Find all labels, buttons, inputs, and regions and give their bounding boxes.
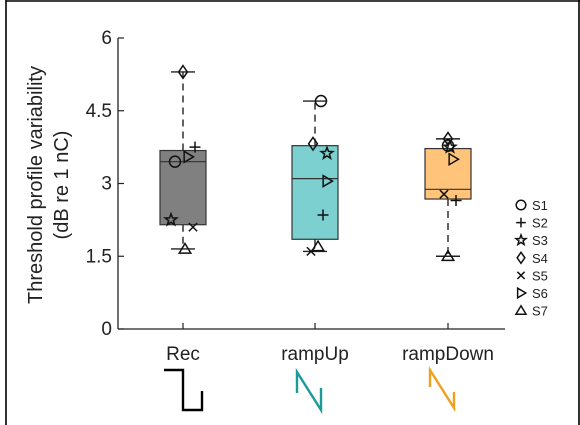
data-point-s3 — [442, 138, 458, 154]
data-point-s5 — [188, 222, 198, 232]
rectangular-pulse-icon — [164, 368, 204, 412]
legend-label-s6: S6 — [532, 286, 548, 301]
data-point-s7-shape — [310, 239, 326, 252]
data-point-s3-shape — [163, 211, 179, 227]
data-point-s2-shape — [450, 194, 462, 206]
legend-label-s4: S4 — [532, 251, 548, 266]
data-point-s3 — [163, 211, 179, 227]
data-point-s7 — [310, 239, 326, 252]
y-tick-label: 6 — [101, 28, 112, 49]
x-tick-label: rampDown — [402, 344, 494, 365]
y-axis-label: Threshold profile variability — [25, 66, 47, 304]
legend-marker-s6 — [516, 286, 528, 300]
data-point-s5-shape — [188, 222, 198, 232]
legend-marker-s4 — [516, 250, 526, 265]
y-tick-label: 0 — [101, 319, 112, 340]
legend-marker-s1 — [515, 199, 527, 211]
data-point-s2-shape — [189, 141, 201, 153]
interquartile-box — [291, 145, 339, 240]
legend-label-s1: S1 — [532, 198, 548, 213]
data-point-s3-shape — [319, 145, 335, 161]
legend-marker-s3 — [513, 232, 529, 247]
legend-marker-s1-shape — [515, 199, 527, 211]
ramp-down-pulse-icon — [428, 365, 456, 413]
data-point-s6 — [322, 174, 334, 188]
legend: S1 S2 S3 S4 S5 S6 S7 — [513, 198, 548, 319]
legend-marker-s5-shape — [516, 271, 526, 280]
data-point-s2-shape — [317, 209, 329, 221]
data-point-s1 — [314, 94, 328, 108]
x-tick-label: Rec — [166, 344, 200, 365]
legend-marker-s7-shape — [514, 304, 528, 315]
data-point-s4-shape — [442, 131, 454, 147]
y-tick-label: 1.5 — [86, 246, 112, 267]
data-point-s7-shape — [440, 249, 456, 262]
data-point-s7-shape — [177, 242, 193, 254]
legend-marker-s2 — [516, 217, 526, 228]
legend-label-s2: S2 — [532, 216, 548, 231]
legend-marker-s7 — [514, 304, 528, 315]
legend-marker-s3-shape — [513, 232, 529, 247]
box-rampUp — [291, 100, 339, 253]
x-tick-label: rampUp — [281, 344, 349, 365]
data-point-s6-shape — [322, 174, 334, 188]
data-point-s3 — [319, 145, 335, 161]
data-point-s6 — [448, 152, 460, 167]
legend-marker-s6-shape — [516, 286, 528, 300]
data-point-s6-shape — [448, 152, 460, 167]
data-point-s4-shape — [177, 64, 189, 80]
data-point-s3-shape — [442, 138, 458, 154]
data-point-s1-shape — [168, 155, 182, 168]
data-point-s4 — [307, 136, 319, 152]
y-tick-label: 4.5 — [86, 101, 112, 122]
box-Rec — [159, 71, 207, 250]
data-point-s7 — [177, 242, 193, 254]
legend-label-s7: S7 — [532, 304, 548, 319]
y-axis-label-units: (dB re 1 nC) — [51, 131, 73, 240]
ramp-up-pulse-icon — [295, 367, 323, 415]
waveform-icons — [164, 365, 456, 415]
data-point-s4 — [177, 64, 189, 80]
legend-label-s3: S3 — [532, 233, 548, 248]
data-point-s1 — [168, 155, 182, 168]
data-point-s4-shape — [307, 136, 319, 152]
data-point-s6 — [183, 150, 195, 164]
data-point-s4 — [442, 131, 454, 147]
legend-marker-s4-shape — [516, 250, 526, 265]
data-point-s6-shape — [183, 150, 195, 164]
legend-label-s5: S5 — [532, 268, 548, 283]
data-point-s2 — [189, 141, 201, 153]
data-point-s5-shape — [439, 189, 449, 199]
plot-area: 0 1.5 3 4.5 6 Rec rampUp rampDown — [86, 28, 505, 365]
interquartile-box — [159, 149, 207, 226]
y-tick-label: 3 — [101, 174, 112, 195]
data-point-s1-shape — [314, 94, 328, 108]
data-point-s5 — [439, 189, 449, 199]
legend-marker-s5 — [516, 271, 526, 280]
data-point-s7 — [440, 249, 456, 262]
data-point-s2 — [450, 194, 462, 206]
legend-marker-s2-shape — [516, 217, 526, 228]
data-point-s2 — [317, 209, 329, 221]
interquartile-box — [424, 147, 472, 200]
